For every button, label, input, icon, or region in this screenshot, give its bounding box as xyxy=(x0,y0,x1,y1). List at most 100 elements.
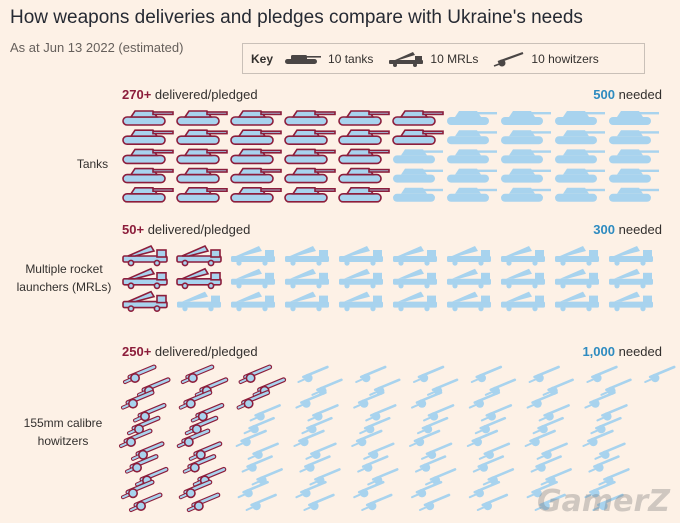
howitzers-icon-needed xyxy=(411,480,443,499)
howitzers-icon-needed xyxy=(249,404,281,422)
mrls-needed-value: 300 xyxy=(593,222,615,237)
tanks-icon-delivered xyxy=(230,148,282,165)
howitzers-section-label: 155mm calibre howitzers xyxy=(23,416,103,448)
howitzers-icon-needed xyxy=(423,404,455,422)
legend-item-tanks: 10 tanks xyxy=(283,52,373,66)
howitzers-icon-needed xyxy=(588,455,620,473)
mrls-section-label: Multiple rocket launchers (MRLs) xyxy=(16,262,112,294)
tanks-icon-delivered xyxy=(122,148,174,165)
legend: Key 10 tanks 10 MRLs 10 howitzers xyxy=(242,43,645,74)
howitzers-delivered-label: 250+ delivered/pledged xyxy=(122,344,258,359)
howitzers-icon-needed xyxy=(600,378,632,396)
tanks-icon-needed xyxy=(393,187,443,202)
howitzers-icon-needed xyxy=(584,391,616,409)
tanks-needed-text: needed xyxy=(618,87,662,102)
mrls-icon-needed xyxy=(339,291,383,312)
howitzers-icon-needed xyxy=(299,455,331,473)
howitzers-icon-needed xyxy=(417,416,449,435)
howitzers-icon-delivered xyxy=(176,428,211,448)
howitzers-icon-delivered xyxy=(178,479,213,500)
tanks-icon-needed xyxy=(393,168,443,183)
howitzers-icon-delivered xyxy=(125,454,159,474)
howitzers-icon-needed xyxy=(241,455,273,473)
howitzers-icon-needed xyxy=(590,416,622,435)
tanks-icon-needed xyxy=(501,187,551,202)
howitzers-icon-needed xyxy=(586,365,618,383)
howitzers-icon-needed xyxy=(594,442,626,460)
howitzers-icon-delivered xyxy=(190,402,225,423)
howitzers-icon-delivered xyxy=(238,364,273,384)
howitzers-icon-delivered xyxy=(236,390,271,410)
howitzers-icon-needed xyxy=(355,365,387,383)
tank-icon xyxy=(285,54,322,64)
tanks-icon-delivered xyxy=(176,187,228,203)
howitzers-icon-needed xyxy=(526,391,558,409)
howitzers-icon-needed xyxy=(468,480,501,499)
howitzers-icon-needed xyxy=(644,365,676,383)
mrls-needed-text: needed xyxy=(618,222,662,237)
tanks-icon-delivered xyxy=(176,148,228,165)
tanks-icon-needed xyxy=(555,168,605,183)
howitzers-icon-needed xyxy=(353,480,385,499)
howitzers-icon-needed xyxy=(538,404,570,422)
tanks-needed-value: 500 xyxy=(593,87,615,102)
mrls-icon-needed xyxy=(285,291,329,312)
tanks-icon-needed xyxy=(555,187,605,202)
chart-title: How weapons deliveries and pledges compa… xyxy=(10,7,583,28)
mrls-icon-needed xyxy=(231,291,275,312)
howitzers-icon-needed xyxy=(582,429,614,447)
mrls-icon-needed xyxy=(501,291,545,312)
howitzers-icon-needed xyxy=(532,416,564,435)
tanks-delivered-value: 270+ xyxy=(122,87,152,102)
tanks-icon-delivered xyxy=(230,187,282,203)
howitzers-icon-needed xyxy=(351,429,383,447)
tanks-section-label: Tanks xyxy=(76,157,109,171)
howitzers-icon-needed xyxy=(534,493,566,511)
tanks-delivered-text: delivered/pledged xyxy=(154,87,258,102)
tanks-icon-needed xyxy=(609,168,659,183)
tanks-icon-delivered xyxy=(230,129,282,145)
howitzers-icon-needed xyxy=(365,404,397,422)
howitzers-icon-needed xyxy=(363,442,395,460)
howitzers-icon-delivered xyxy=(119,428,153,448)
tanks-icon-delivered xyxy=(230,167,282,184)
howitzers-icon-needed xyxy=(243,416,275,435)
tanks-icon-delivered xyxy=(122,167,174,184)
tanks-icon-delivered xyxy=(338,110,390,126)
howitzers-icon-needed xyxy=(415,455,447,473)
tanks-icon-delivered xyxy=(122,129,174,145)
howitzers-icon-needed xyxy=(359,416,391,435)
howitzers-icon-delivered xyxy=(252,377,287,397)
howitzers-icon-needed xyxy=(596,404,628,422)
howitzers-icon-delivered xyxy=(127,415,161,436)
watermark: GamerZ xyxy=(536,484,670,519)
howitzers-icon-needed xyxy=(472,455,505,473)
howitzers-icon-needed xyxy=(470,365,503,383)
howitzers-needed-value: 1,000 xyxy=(582,344,615,359)
howitzers-icon-delivered xyxy=(121,390,155,410)
mrls-icon-delivered xyxy=(176,244,222,267)
legend-item-howitzers: 10 howitzers xyxy=(492,51,599,67)
howitzers-icon-delivered xyxy=(182,454,217,474)
tanks-icon-needed xyxy=(501,111,551,125)
howitzers-icon-needed xyxy=(297,365,329,383)
legend-label-mrls: 10 MRLs xyxy=(430,51,479,66)
mrls-icon-needed xyxy=(501,246,545,266)
howitzers-icon-needed xyxy=(530,455,562,473)
mrls-icon-needed xyxy=(555,268,599,289)
howitzers-icon-needed xyxy=(592,493,624,511)
howitzers-icon-needed xyxy=(411,391,443,409)
howitzers-icon-needed xyxy=(311,378,343,396)
howitzers-delivered-text: delivered/pledged xyxy=(154,344,258,359)
howitzers-icon-needed xyxy=(468,391,501,409)
mrls-icon-needed xyxy=(609,291,653,312)
legend-label-howitzers: 10 howitzers xyxy=(531,51,599,66)
mrls-icon-needed xyxy=(447,246,491,266)
howitzers-icon-needed xyxy=(421,442,453,460)
howitzers-icon-needed xyxy=(301,416,333,435)
tanks-icon-delivered xyxy=(392,129,444,145)
tanks-needed-label: 500 needed xyxy=(593,87,662,102)
howitzers-icon-needed xyxy=(303,493,335,511)
howitzers-icon-needed xyxy=(536,442,568,460)
tanks-icon-delivered xyxy=(392,110,444,126)
